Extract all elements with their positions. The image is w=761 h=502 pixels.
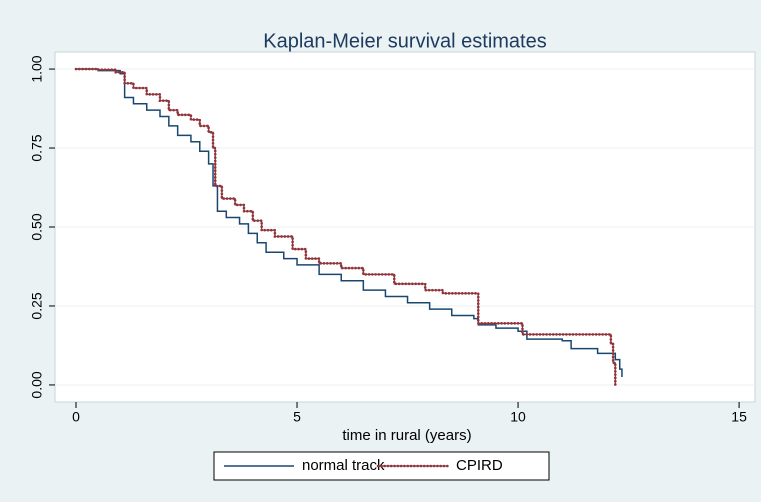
- chart-title: Kaplan-Meier survival estimates: [263, 30, 546, 52]
- series-line: [74, 67, 617, 387]
- legend-label: normal track: [302, 457, 385, 474]
- legend-label: CPIRD: [456, 457, 503, 474]
- x-tick-label: 15: [731, 409, 747, 425]
- y-tick-label: 1.00: [29, 55, 45, 82]
- x-axis-label: time in rural (years): [342, 427, 471, 444]
- x-tick-label: 10: [510, 409, 526, 425]
- x-tick-label: 0: [72, 409, 80, 425]
- y-tick-label: 0.50: [29, 213, 45, 240]
- x-tick-label: 5: [293, 409, 301, 425]
- y-tick-label: 0.25: [29, 292, 45, 319]
- y-tick-label: 0.75: [29, 134, 45, 161]
- y-tick-label: 0.00: [29, 371, 45, 398]
